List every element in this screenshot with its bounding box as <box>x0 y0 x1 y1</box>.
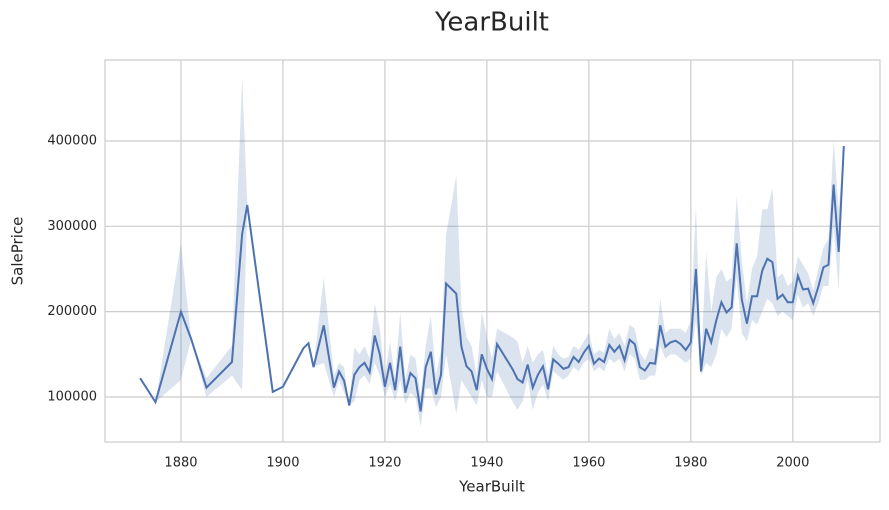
x-tick-label: 1900 <box>266 456 299 471</box>
y-tick-label: 200000 <box>47 304 97 319</box>
x-tick-label: 1940 <box>470 456 503 471</box>
confidence-band <box>140 76 844 427</box>
chart-title: YearBuilt <box>434 8 549 38</box>
x-tick-label: 1880 <box>164 456 197 471</box>
line <box>139 146 845 412</box>
y-tick-label: 100000 <box>47 389 97 404</box>
y-tick-label: 400000 <box>47 133 97 148</box>
y-tick-label: 300000 <box>47 219 97 234</box>
x-tick-label: 1980 <box>674 456 707 471</box>
plot-frame <box>104 59 881 443</box>
x-tick-label: 1960 <box>572 456 605 471</box>
y-axis-label: SalePrice <box>9 217 27 286</box>
x-axis-label: YearBuilt <box>458 478 525 496</box>
x-tick-label: 2000 <box>776 456 809 471</box>
x-tick-label: 1920 <box>368 456 401 471</box>
